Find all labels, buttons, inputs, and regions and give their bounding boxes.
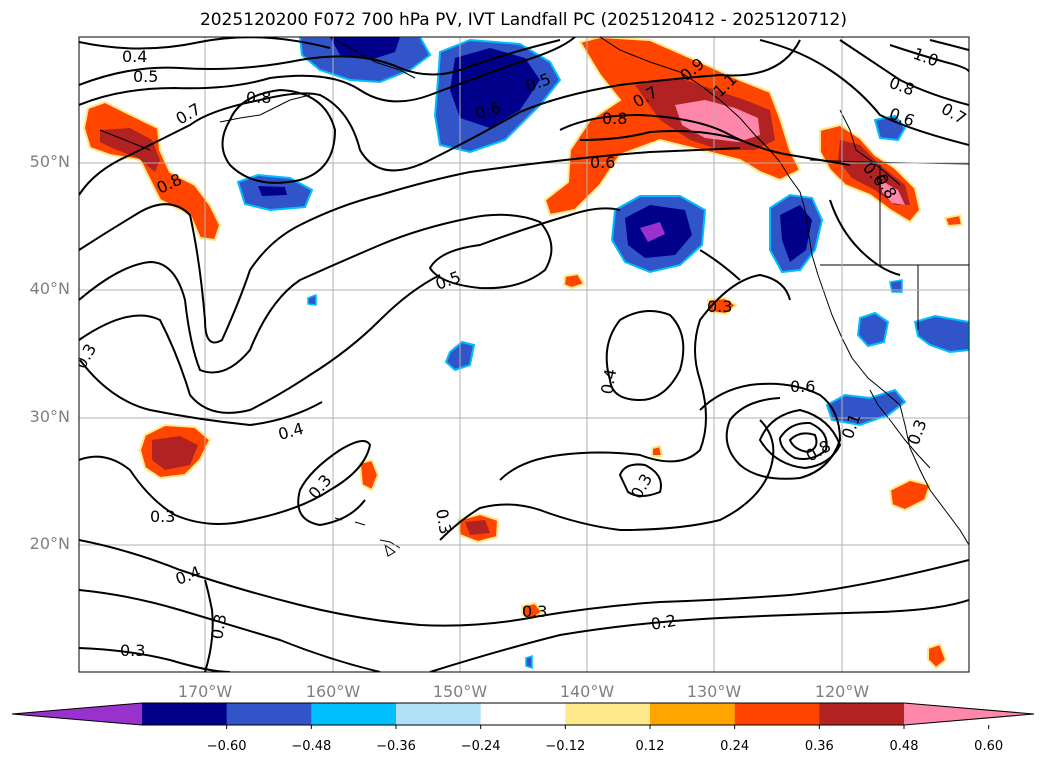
contour-label: 0.3 [522, 602, 547, 621]
colorbar-bin [480, 703, 566, 725]
contour-label: 0.3 [207, 612, 230, 640]
contour-label: 0.3 [150, 507, 175, 526]
lon-label-160w: 160°W [305, 682, 361, 701]
colorbar-bin [650, 703, 736, 725]
colorbar-bin [311, 703, 397, 725]
map-area: 0.4 0.5 0.7 0.8 0.8 0.5 0.6 0.8 0.7 0.6 … [79, 37, 969, 672]
colorbar-bin [226, 703, 312, 725]
contour-label: 0.2 [649, 611, 677, 634]
lon-label-170w: 170°W [177, 682, 233, 701]
lon-label-140w: 140°W [559, 682, 615, 701]
colorbar-tick-label: −0.48 [291, 739, 332, 754]
lon-label-130w: 130°W [686, 682, 742, 701]
colorbar-tick-label: 0.12 [635, 739, 665, 754]
colorbar [11, 702, 1035, 729]
contour-label: 0.5 [133, 67, 158, 86]
ivt-contours [79, 37, 969, 672]
contour-label: 0.8 [246, 88, 271, 107]
map-frame [78, 36, 970, 673]
contour-label: 0.3 [120, 641, 145, 660]
blob-nevada [856, 311, 890, 348]
lat-label-50n: 50°N [29, 152, 70, 171]
lat-label-40n: 40°N [29, 279, 70, 298]
colorbar-tick-label: 0.36 [804, 739, 834, 754]
colorbar-tick-label: 0.48 [889, 739, 919, 754]
colorbar-tick-label: 0.60 [974, 739, 1004, 754]
colorbar-tick-label: −0.12 [545, 739, 586, 754]
contour-label: 0.4 [122, 47, 147, 66]
colorbar-bin [819, 703, 905, 725]
colorbar-tick-label: −0.24 [460, 739, 501, 754]
negative-pv-shading [236, 37, 969, 670]
lon-label-150w: 150°W [432, 682, 488, 701]
colorbar-outline [11, 702, 1035, 726]
figure-title: 2025120200 F072 700 hPa PV, IVT Landfall… [199, 10, 847, 30]
blob-utah [913, 314, 969, 354]
contour-label: 0.3 [432, 507, 455, 535]
colorbar-bin [734, 703, 820, 725]
colorbar-tick-label: −0.60 [206, 739, 247, 754]
contour-label: 0.3 [707, 297, 732, 316]
contour-label: 0.6 [590, 153, 615, 172]
contour-label: 0.6 [790, 377, 815, 396]
colorbar-bin [565, 703, 651, 725]
colorbar-tick-label: 0.24 [720, 739, 750, 754]
lat-label-30n: 30°N [29, 407, 70, 426]
lat-label-20n: 20°N [29, 534, 70, 553]
colorbar-bin [396, 703, 482, 725]
graticule [79, 37, 969, 672]
colorbar-extend-min [12, 703, 142, 725]
colorbar-tick-label: −0.36 [376, 739, 416, 754]
lon-label-120w: 120°W [814, 682, 870, 701]
contour-label: 0.4 [597, 367, 620, 395]
contour-label: 0.8 [602, 109, 627, 128]
coastlines [99, 37, 969, 557]
positive-pv-shading [82, 37, 964, 670]
colorbar-bin [142, 703, 228, 725]
blob-baja [825, 388, 907, 427]
colorbar-extend-max [904, 703, 1034, 725]
